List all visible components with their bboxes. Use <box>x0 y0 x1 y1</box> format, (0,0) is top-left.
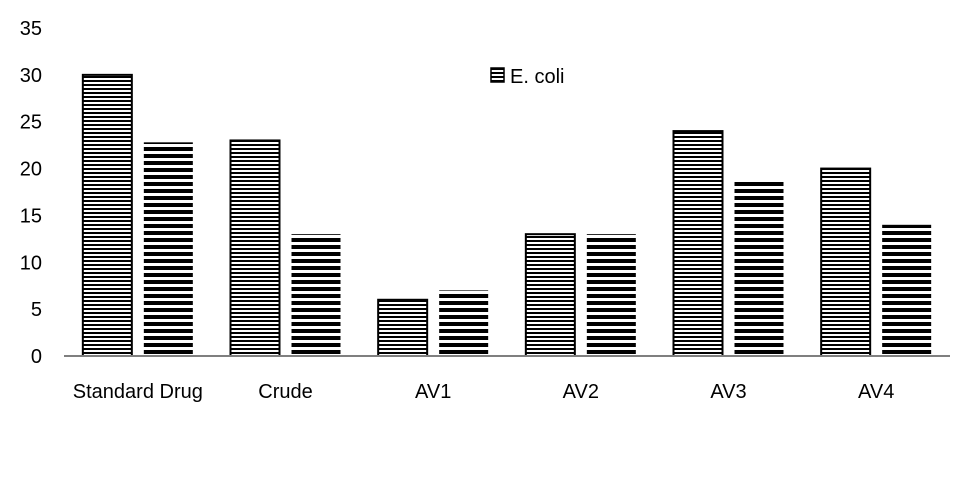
y-tick-label: 30 <box>20 65 42 87</box>
bars <box>81 73 932 358</box>
y-tick-label: 35 <box>20 18 42 40</box>
y-tick-label: 15 <box>20 205 42 227</box>
bar-av1-series-1 <box>377 298 429 357</box>
bar-av3-series-2 <box>734 179 784 356</box>
x-category-label: Standard Drug <box>73 381 203 403</box>
y-tick-label: 0 <box>31 346 42 368</box>
legend-swatch-e-coli <box>490 67 505 83</box>
x-axis-category-labels: Standard Drug Crude AV1 AV2 AV3 AV4 <box>73 381 895 403</box>
y-tick-label: 10 <box>20 252 42 274</box>
x-category-label: AV1 <box>415 381 451 403</box>
x-category-label: AV4 <box>858 381 894 403</box>
x-category-label: Crude <box>258 381 312 403</box>
bar-av4-series-2 <box>882 224 932 356</box>
bar-av2-series-1 <box>524 233 576 358</box>
bar-av4-series-1 <box>820 167 872 357</box>
y-tick-label: 5 <box>31 299 42 321</box>
y-axis-tick-labels: 0 5 10 15 20 25 30 35 <box>20 18 42 368</box>
bar-standard-drug-series-1 <box>81 73 133 357</box>
bar-av2-series-2 <box>586 234 636 356</box>
y-tick-label: 25 <box>20 112 42 134</box>
x-category-label: AV2 <box>563 381 599 403</box>
legend-label-e-coli: E. coli <box>510 66 564 88</box>
bar-av3-series-1 <box>672 130 724 357</box>
bar-crude-series-1 <box>229 139 281 357</box>
legend: E. coli <box>490 66 564 88</box>
bar-standard-drug-series-2 <box>143 142 193 356</box>
bar-crude-series-2 <box>291 234 341 356</box>
x-category-label: AV3 <box>710 381 746 403</box>
y-tick-label: 20 <box>20 159 42 181</box>
bar-av1-series-2 <box>439 290 489 356</box>
